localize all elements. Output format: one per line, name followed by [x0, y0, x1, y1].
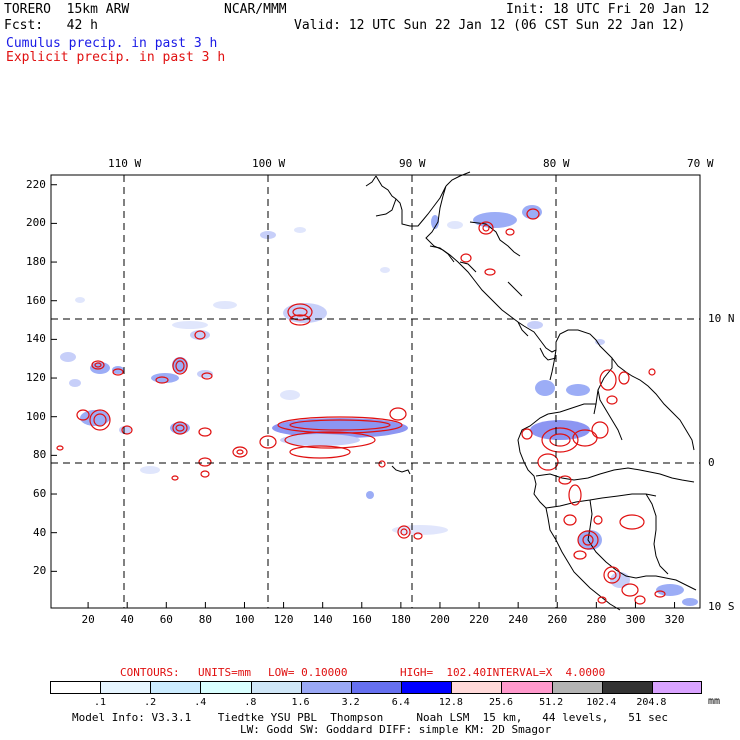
forecast-hour: Fcst: 42 h: [4, 18, 98, 33]
colorbar-label: 204.8: [636, 697, 667, 708]
x-tick-label: 160: [351, 613, 372, 626]
colorbar-label: 12.8: [438, 697, 463, 708]
y-tick-label: 20: [33, 564, 47, 578]
x-tick-label: 260: [547, 613, 568, 626]
x-tick-label: 220: [469, 613, 490, 626]
colorbar-swatch: [601, 681, 652, 693]
x-tick-label: 40: [120, 613, 134, 626]
x-tick-label: 180: [390, 613, 411, 626]
lat-lon-grid: [51, 175, 700, 608]
x-tick-label: 60: [159, 613, 173, 626]
colorbar-swatch: [300, 681, 351, 693]
plot-frame: [50, 174, 701, 609]
coastlines: [365, 171, 697, 611]
x-tick-label: 300: [625, 613, 646, 626]
contour-label: CONTOURS:: [120, 666, 180, 679]
colorbar-swatch: [451, 681, 502, 693]
colorbar-swatch: [551, 681, 602, 693]
colorbar-swatch: [100, 681, 151, 693]
y-tick-label: 140: [26, 332, 46, 346]
legend-cumulus: Cumulus precip. in past 3 h: [6, 36, 218, 51]
contour-low: LOW= 0.10000: [268, 666, 348, 679]
cumulus-precip-shading: [60, 205, 698, 606]
x-tick-label: 320: [664, 613, 685, 626]
colorbar-label: .4: [194, 697, 207, 708]
model-title: TORERO 15km ARW: [4, 2, 130, 17]
lon-label-100w: 100 W: [252, 157, 286, 170]
colorbar-label: .1: [93, 697, 106, 708]
lon-label-80w: 80 W: [543, 157, 570, 170]
explicit-precip-contours: [56, 208, 666, 605]
colorbar-unit: mm: [708, 696, 721, 707]
y-tick-label: 80: [33, 448, 47, 462]
lon-label-90w: 90 W: [399, 157, 426, 170]
x-tick-label: 20: [81, 613, 95, 626]
y-tick-label: 180: [26, 255, 46, 269]
y-tick-label: 120: [26, 371, 46, 385]
lat-label-10n: 10 N: [708, 312, 735, 325]
x-tick-label: 280: [586, 613, 607, 626]
y-tick-label: 200: [26, 216, 46, 230]
colorbar-swatch: [401, 681, 452, 693]
y-tick-label: 40: [33, 525, 47, 539]
model-info-line2: LW: Godd SW: Goddard DIFF: simple KM: 2D…: [240, 723, 552, 736]
y-tick-label: 100: [26, 409, 46, 423]
colorbar-swatch: [250, 681, 301, 693]
center-label: NCAR/MMM: [224, 2, 287, 17]
colorbar-label: 1.6: [291, 697, 310, 708]
colorbar-label: 102.4: [586, 697, 617, 708]
colorbar-swatch: [350, 681, 402, 693]
colorbar-label: 6.4: [391, 697, 410, 708]
x-tick-label: 80: [198, 613, 213, 626]
colorbar-label: 25.6: [488, 697, 514, 708]
colorbar-label: .8: [244, 697, 257, 708]
y-tick-label: 60: [33, 487, 47, 501]
x-tick-label: 140: [312, 613, 333, 626]
legend-explicit: Explicit precip. in past 3 h: [6, 50, 226, 65]
colorbar-swatch: [50, 681, 101, 693]
lat-label-0: 0: [708, 456, 715, 469]
colorbar-swatch: [501, 681, 552, 693]
colorbar-label: 51.2: [539, 697, 564, 708]
contour-interval: INTERVAL=X 4.0000: [486, 666, 606, 679]
colorbar-label: 3.2: [341, 697, 360, 708]
lon-label-110w: 110 W: [108, 157, 142, 170]
y-tick-label: 220: [26, 177, 46, 191]
lat-label-10s: 10 S: [708, 600, 735, 613]
x-tick-label: 120: [273, 613, 294, 626]
axis-ticks: [51, 184, 676, 608]
contour-units: UNITS=mm: [198, 666, 251, 679]
lon-label-70w: 70 W: [687, 157, 714, 170]
colorbar-swatch: [150, 681, 201, 693]
colorbar-swatch: [651, 681, 702, 693]
x-tick-label: 240: [508, 613, 529, 626]
x-tick-label: 100: [234, 613, 255, 626]
contour-high: HIGH= 102.40: [400, 666, 487, 679]
colorbar-swatch: [200, 681, 251, 693]
y-tick-label: 160: [26, 293, 46, 307]
model-info-line1: Model Info: V3.3.1 Tiedtke YSU PBL Thomp…: [72, 711, 669, 724]
x-tick-label: 200: [430, 613, 450, 626]
valid-time: Valid: 12 UTC Sun 22 Jan 12 (06 CST Sun …: [294, 18, 686, 33]
init-time: Init: 18 UTC Fri 20 Jan 12: [506, 2, 710, 17]
colorbar-label: .2: [144, 697, 157, 708]
